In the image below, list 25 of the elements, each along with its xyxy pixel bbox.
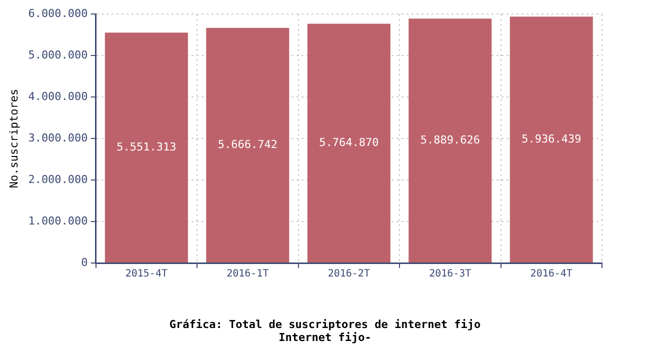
x-tick-label: 2016-3T — [429, 268, 472, 280]
data-label: 5.936.439 — [522, 132, 582, 146]
text: Gráfica: Total de suscriptores de internet fijo — [168, 318, 482, 331]
x-tick-label: 2016-1T — [226, 268, 269, 280]
x-tick-label: 2016-4T — [530, 268, 572, 280]
y-axis-title: No.suscriptores — [7, 88, 20, 188]
data-label: 5.551.313 — [116, 140, 176, 154]
y-tick-label: 5.000.000 — [28, 48, 88, 62]
bar — [307, 24, 390, 262]
data-label: 5.889.626 — [420, 133, 480, 146]
bar — [408, 18, 492, 262]
data-label: 5.666.742 — [218, 138, 278, 152]
y-tick-label: 2.000.000 — [28, 172, 88, 186]
x-tick-label: 2016-2T — [328, 268, 370, 280]
x-tick-label: 2015-4T — [125, 268, 168, 280]
data-label: 5.764.870 — [319, 136, 379, 149]
bar — [206, 28, 290, 262]
bar — [104, 32, 188, 262]
text: Internet fijo- — [278, 331, 372, 344]
y-tick-label: 0 — [81, 256, 88, 269]
y-tick-label: 3.000.000 — [28, 131, 88, 144]
y-tick-label: 6.000.000 — [28, 6, 88, 20]
bar — [510, 16, 593, 262]
y-tick-label: 1.000.000 — [28, 214, 88, 228]
y-tick-label: 4.000.000 — [28, 90, 88, 103]
